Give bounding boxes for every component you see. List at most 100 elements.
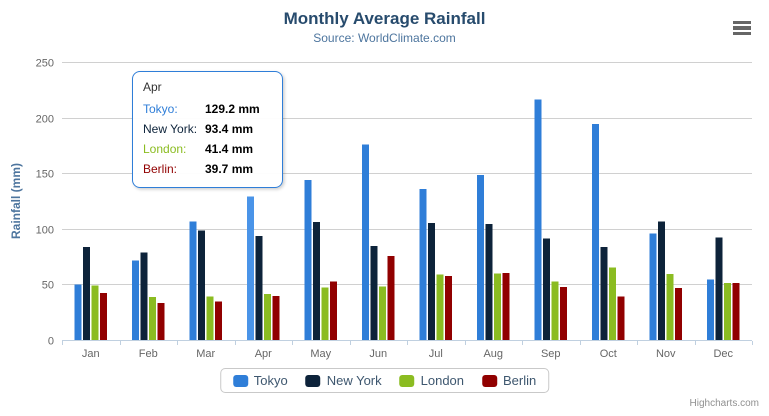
y-tick-label: 100 bbox=[36, 225, 54, 237]
x-tick-label-aug: Aug bbox=[483, 348, 503, 360]
tooltip-row: London: 41.4 mm bbox=[143, 139, 274, 159]
tooltip-row: Berlin: 39.7 mm bbox=[143, 159, 274, 179]
bar-london-feb[interactable] bbox=[149, 296, 157, 340]
x-tick-label-may: May bbox=[310, 348, 331, 360]
bar-new-york-aug[interactable] bbox=[485, 224, 493, 340]
bar-london-oct[interactable] bbox=[609, 267, 617, 341]
legend-label: London bbox=[420, 373, 465, 388]
bar-berlin-sep[interactable] bbox=[560, 287, 568, 340]
bar-berlin-jun[interactable] bbox=[387, 256, 395, 340]
bar-london-nov[interactable] bbox=[666, 274, 674, 340]
bar-new-york-may[interactable] bbox=[312, 222, 320, 340]
x-tick-label-jun: Jun bbox=[369, 348, 387, 360]
legend-swatch-london bbox=[399, 374, 415, 387]
bar-tokyo-mar[interactable] bbox=[189, 221, 197, 340]
tooltip-row: New York: 93.4 mm bbox=[143, 119, 274, 139]
bar-london-aug[interactable] bbox=[494, 273, 502, 340]
bar-tokyo-feb[interactable] bbox=[131, 260, 139, 340]
tooltip-category: Apr bbox=[143, 80, 162, 94]
chart-title: Monthly Average Rainfall bbox=[283, 9, 486, 28]
bar-berlin-jul[interactable] bbox=[445, 276, 453, 340]
x-tick-label-oct: Oct bbox=[600, 348, 617, 360]
export-menu-button[interactable] bbox=[729, 17, 755, 41]
bar-tokyo-may[interactable] bbox=[304, 179, 312, 340]
legend-swatch-tokyo bbox=[232, 374, 248, 387]
bar-tokyo-sep[interactable] bbox=[534, 99, 542, 340]
bar-tokyo-dec[interactable] bbox=[706, 279, 714, 340]
legend-item-tokyo[interactable]: Tokyo bbox=[232, 373, 288, 388]
legend-item-new-york[interactable]: New York bbox=[305, 373, 382, 388]
bar-new-york-dec[interactable] bbox=[715, 237, 723, 340]
bar-london-dec[interactable] bbox=[724, 283, 732, 340]
y-tick-label: 150 bbox=[36, 169, 54, 181]
tooltip-series-value: 39.7 mm bbox=[205, 162, 254, 176]
bar-tokyo-jan[interactable] bbox=[74, 284, 82, 340]
bar-berlin-aug[interactable] bbox=[502, 272, 510, 340]
bar-tokyo-jun[interactable] bbox=[361, 144, 369, 340]
legend-label: New York bbox=[326, 373, 382, 388]
bar-berlin-jan[interactable] bbox=[100, 292, 108, 340]
bar-new-york-feb[interactable] bbox=[140, 252, 148, 340]
bar-london-apr[interactable] bbox=[264, 293, 272, 340]
bar-new-york-sep[interactable] bbox=[542, 238, 550, 340]
tooltip-row: Tokyo: 129.2 mm bbox=[143, 99, 274, 119]
bar-new-york-jun[interactable] bbox=[370, 246, 378, 340]
bar-tokyo-oct[interactable] bbox=[591, 124, 599, 340]
legend-label: Tokyo bbox=[253, 373, 288, 388]
bar-london-mar[interactable] bbox=[206, 296, 214, 340]
bar-new-york-nov[interactable] bbox=[657, 221, 665, 340]
bar-new-york-mar[interactable] bbox=[197, 230, 205, 340]
x-tick-label-jan: Jan bbox=[82, 348, 100, 360]
bar-tokyo-apr[interactable] bbox=[246, 196, 254, 340]
bar-tokyo-nov[interactable] bbox=[649, 233, 657, 340]
bar-berlin-may[interactable] bbox=[330, 281, 338, 340]
legend-item-berlin[interactable]: Berlin bbox=[482, 373, 536, 388]
tooltip-series-label: Tokyo: bbox=[143, 102, 178, 116]
bar-tokyo-jul[interactable] bbox=[419, 189, 427, 340]
x-tick-label-dec: Dec bbox=[713, 348, 733, 360]
tooltip-series-label: London: bbox=[143, 142, 187, 156]
x-tick-label-apr: Apr bbox=[255, 348, 272, 360]
tooltip-series-value: 129.2 mm bbox=[205, 102, 260, 116]
bar-london-jan[interactable] bbox=[91, 285, 99, 340]
x-tick-label-sep: Sep bbox=[541, 348, 561, 360]
bar-berlin-nov[interactable] bbox=[675, 287, 683, 340]
bar-london-may[interactable] bbox=[321, 287, 329, 340]
legend-item-london[interactable]: London bbox=[399, 373, 465, 388]
highcharts-credit[interactable]: Highcharts.com bbox=[689, 398, 759, 409]
bar-berlin-apr[interactable] bbox=[272, 295, 280, 340]
tooltip-series-value: 41.4 mm bbox=[205, 142, 254, 156]
tooltip: Apr Tokyo: 129.2 mm New York: 93.4 mm Lo… bbox=[132, 71, 283, 188]
y-tick-label: 250 bbox=[36, 58, 54, 70]
legend-swatch-berlin bbox=[482, 374, 498, 387]
bar-new-york-jul[interactable] bbox=[427, 223, 435, 340]
bar-london-sep[interactable] bbox=[551, 281, 559, 340]
bar-london-jun[interactable] bbox=[379, 286, 387, 340]
y-tick-label: 200 bbox=[36, 114, 54, 126]
tooltip-series-value: 93.4 mm bbox=[205, 122, 254, 136]
y-tick-label: 0 bbox=[48, 336, 54, 348]
y-axis-title: Rainfall (mm) bbox=[9, 162, 23, 240]
bar-new-york-apr[interactable] bbox=[255, 236, 263, 340]
tooltip-series-label: Berlin: bbox=[143, 162, 178, 176]
tooltip-series-label: New York: bbox=[143, 122, 198, 136]
x-tick-label-feb: Feb bbox=[139, 348, 158, 360]
legend: Tokyo New York London Berlin bbox=[219, 368, 550, 393]
bar-berlin-dec[interactable] bbox=[732, 283, 740, 340]
bar-berlin-mar[interactable] bbox=[215, 301, 223, 340]
y-tick-label: 50 bbox=[42, 280, 54, 292]
chart-subtitle: Source: WorldClimate.com bbox=[313, 31, 456, 45]
hamburger-icon bbox=[733, 20, 751, 36]
bar-berlin-oct[interactable] bbox=[617, 296, 625, 340]
bar-new-york-jan[interactable] bbox=[82, 247, 90, 340]
legend-label: Berlin bbox=[503, 373, 537, 388]
bar-london-jul[interactable] bbox=[436, 274, 444, 340]
x-tick-label-mar: Mar bbox=[196, 348, 215, 360]
bar-tokyo-aug[interactable] bbox=[476, 174, 484, 340]
bar-berlin-feb[interactable] bbox=[157, 303, 165, 340]
x-tick-label-nov: Nov bbox=[656, 348, 676, 360]
legend-swatch-new-york bbox=[305, 374, 321, 387]
bar-new-york-oct[interactable] bbox=[600, 247, 608, 340]
